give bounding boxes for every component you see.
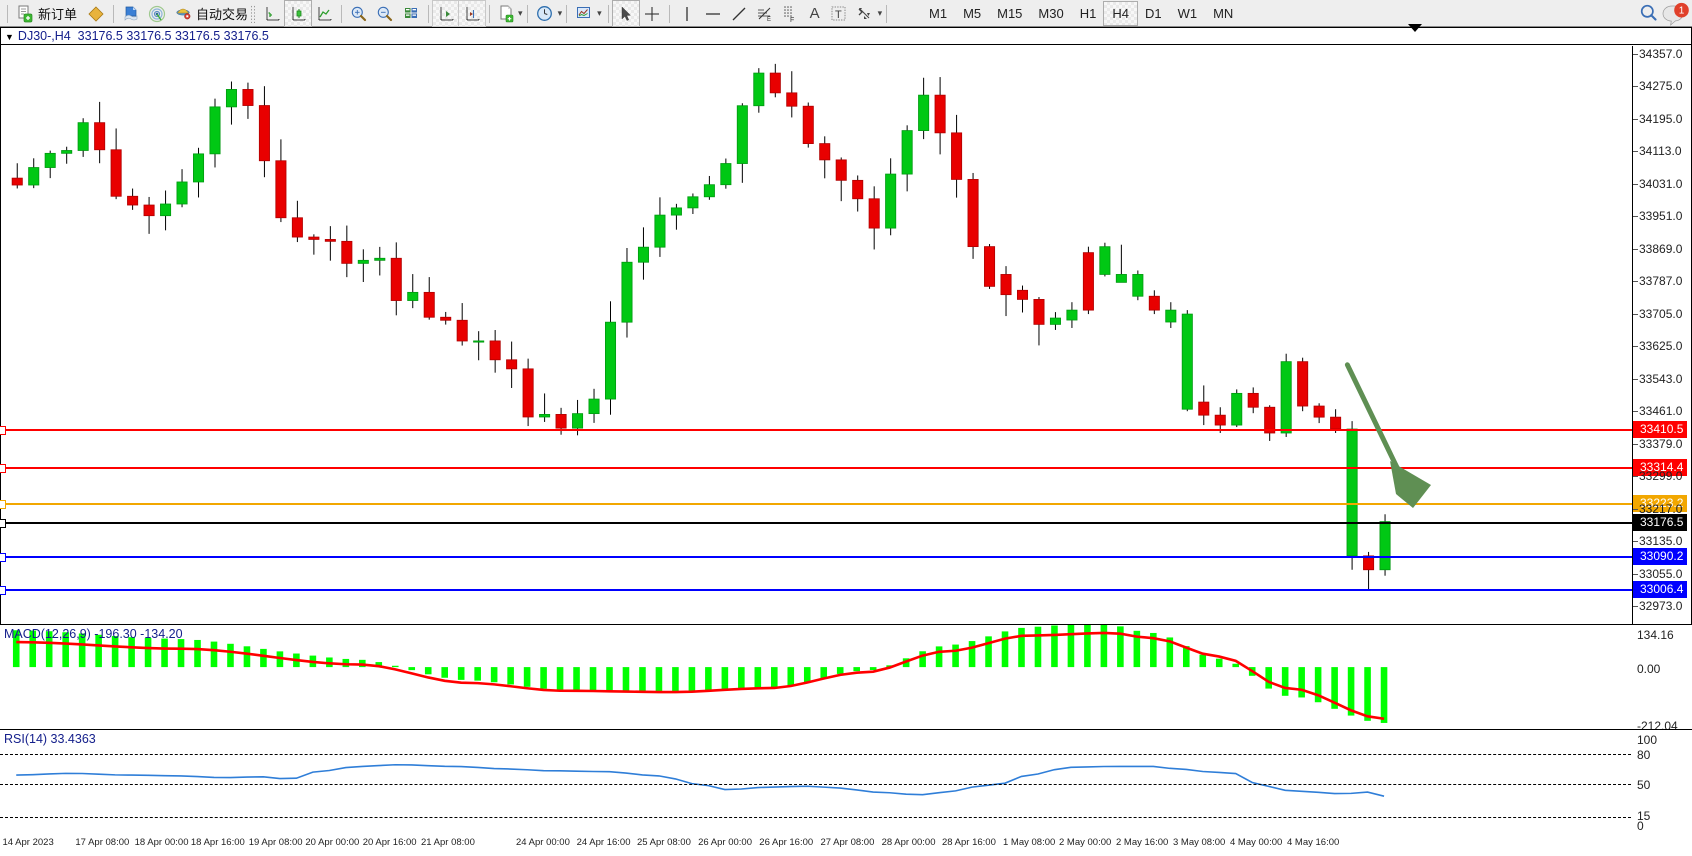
svg-text:T: T (835, 9, 842, 21)
svg-text:F: F (790, 17, 794, 24)
svg-text:E: E (767, 17, 771, 23)
svg-text:1: 1 (1679, 5, 1685, 16)
